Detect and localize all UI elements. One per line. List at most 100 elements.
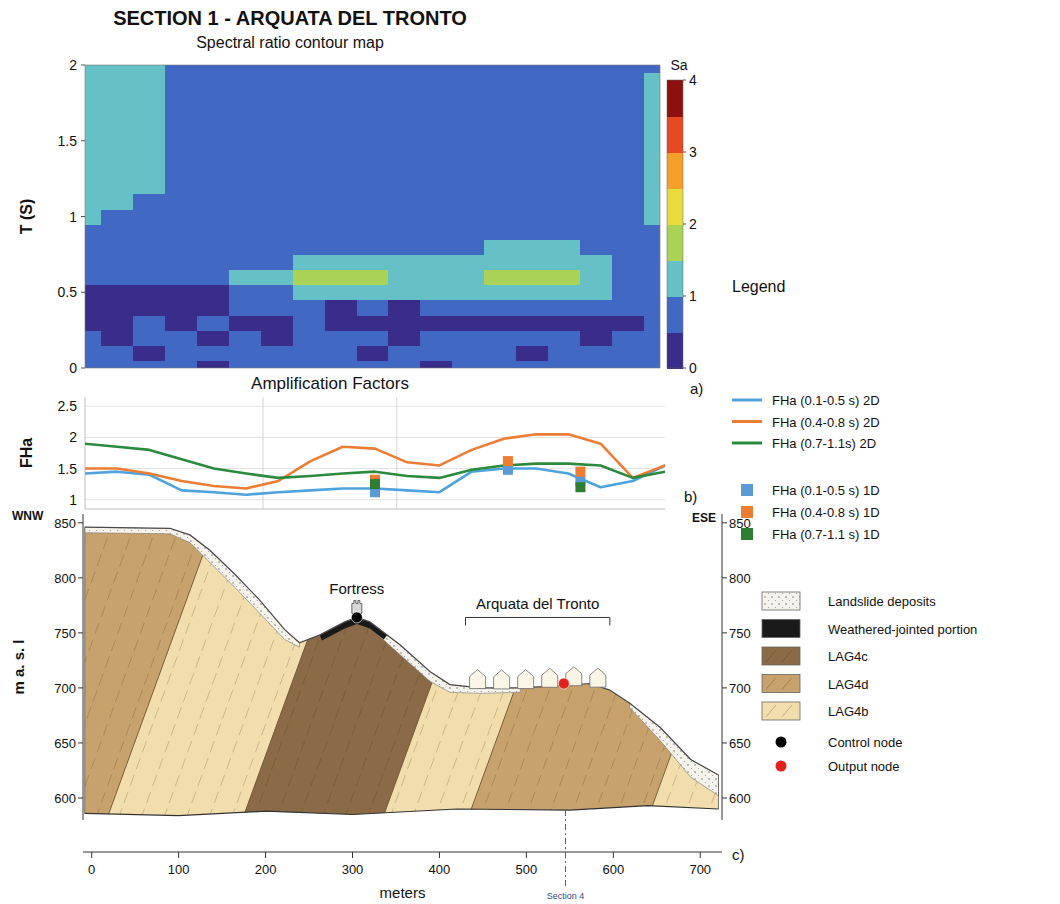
- x-tick-label: 300: [342, 862, 364, 877]
- heatmap-cell: [388, 224, 421, 240]
- landslide-deposit: [85, 527, 300, 647]
- heatmap-cell: [388, 300, 421, 316]
- formation-boundary: [467, 514, 578, 820]
- colorbar-tick-label: 2: [689, 216, 697, 232]
- y-tick-label: 1: [69, 492, 77, 508]
- heatmap-cell: [293, 360, 326, 368]
- heatmap-cell: [357, 103, 390, 119]
- landslide-deposit: [630, 703, 719, 796]
- colorbar-tick: [683, 80, 686, 81]
- heatmap-cell: [644, 103, 660, 119]
- heatmap-cell: [165, 345, 198, 361]
- heatmap-cell: [261, 360, 294, 368]
- annotation: Fortress: [329, 580, 384, 597]
- heatmap-cell: [133, 330, 166, 346]
- bedding-line: [83, 514, 161, 820]
- heatmap-cell: [165, 133, 198, 149]
- bedding-line: [95, 514, 206, 820]
- heatmap-cell: [261, 148, 294, 164]
- heatmap-cell: [388, 103, 421, 119]
- heatmap-cell: [548, 65, 581, 73]
- y-tick-label: 600: [729, 791, 751, 806]
- heatmap-cell: [388, 345, 421, 361]
- y-tick: [78, 522, 83, 523]
- data-point: [503, 456, 513, 466]
- heatmap-cell: [612, 270, 645, 286]
- heatmap-cell: [325, 239, 358, 255]
- y-axis-line: [83, 514, 84, 820]
- heatmap-cell: [484, 209, 517, 225]
- heatmap-cell: [261, 285, 294, 301]
- legend-hatch: [782, 705, 792, 717]
- heatmap-cell: [229, 118, 262, 134]
- heatmap-cell: [516, 224, 549, 240]
- heatmap-cell: [357, 360, 390, 368]
- heatmap-cell: [357, 88, 390, 104]
- heatmap-cell: [548, 209, 581, 225]
- heatmap-cell: [293, 179, 326, 195]
- heatmap-cell: [388, 73, 421, 89]
- y-tick-label: 0.5: [58, 284, 78, 300]
- heatmap-cell: [165, 254, 198, 270]
- heatmap-cell: [484, 179, 517, 195]
- heatmap-cell: [197, 209, 230, 225]
- plot-frame: [85, 65, 660, 368]
- heatmap-cell: [293, 300, 326, 316]
- heatmap-cell: [420, 179, 453, 195]
- heatmap-cell: [229, 73, 262, 89]
- heatmap-cell: [516, 330, 549, 346]
- legend-swatch: [762, 620, 800, 638]
- bedding-line: [140, 514, 251, 820]
- y-tick: [78, 797, 83, 798]
- heatmap-cell: [420, 345, 453, 361]
- heatmap-cell: [420, 148, 453, 164]
- panel-label: c): [732, 846, 745, 863]
- heatmap-cell: [548, 360, 581, 368]
- heatmap-cell: [197, 300, 230, 316]
- heatmap-cell: [644, 300, 660, 316]
- colorbar-tick: [683, 368, 686, 369]
- heatmap-cell: [484, 103, 517, 119]
- heatmap-cell: [580, 163, 613, 179]
- colorbar-tick: [683, 224, 686, 225]
- heatmap-cell: [85, 65, 102, 73]
- y-tick-label: 700: [729, 681, 751, 696]
- heatmap-cell: [229, 194, 262, 210]
- heatmap-cell: [516, 300, 549, 316]
- legend-label: LAG4c: [828, 649, 868, 664]
- heatmap-cell: [357, 224, 390, 240]
- heatmap-cell: [325, 315, 358, 331]
- heatmap-cell: [197, 118, 230, 134]
- heatmap-cell: [133, 148, 166, 164]
- heatmap-cell: [133, 224, 166, 240]
- heatmap-cell: [452, 224, 485, 240]
- y-tick: [722, 797, 727, 798]
- heatmap-cell: [325, 148, 358, 164]
- heatmap-cell: [452, 345, 485, 361]
- legend-label: FHa (0.7-1.1s) 2D: [772, 436, 876, 451]
- house-icon: [494, 670, 510, 689]
- heatmap-cell: [101, 224, 134, 240]
- heatmap-cell: [165, 224, 198, 240]
- heatmap-cell: [484, 360, 517, 368]
- heatmap-cell: [293, 65, 326, 73]
- heatmap-cell: [452, 315, 485, 331]
- x-tick: [178, 852, 179, 858]
- bedding-line: [83, 514, 93, 820]
- heatmap-cell: [612, 73, 645, 89]
- heatmap-cell: [580, 88, 613, 104]
- heatmap-cell: [261, 65, 294, 73]
- legend-hatch: [782, 678, 792, 690]
- x-tick-label: 700: [689, 862, 711, 877]
- heatmap-cell: [133, 65, 166, 73]
- colorbar-segment: [667, 188, 683, 225]
- bedding-line: [208, 514, 319, 820]
- series-line: [85, 434, 665, 488]
- grid-line: [85, 499, 665, 500]
- heatmap-cell: [516, 133, 549, 149]
- heatmap-cell: [548, 254, 581, 270]
- heatmap-cell: [133, 345, 166, 361]
- heatmap-cell: [101, 148, 134, 164]
- bedding-line: [83, 514, 184, 820]
- heatmap-cell: [293, 73, 326, 89]
